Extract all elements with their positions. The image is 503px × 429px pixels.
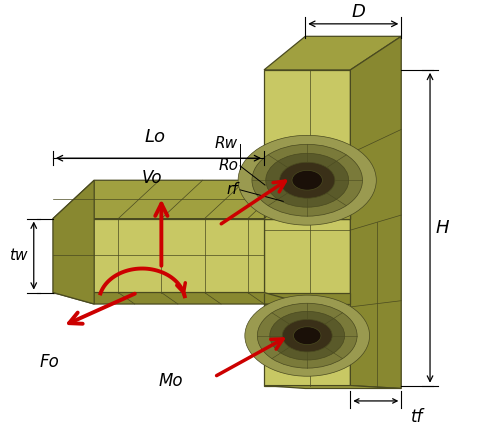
Polygon shape <box>264 386 401 389</box>
Text: Fo: Fo <box>39 353 59 371</box>
Ellipse shape <box>245 295 370 376</box>
Text: Vo: Vo <box>141 169 162 187</box>
Ellipse shape <box>280 162 335 198</box>
Polygon shape <box>53 219 264 293</box>
Text: Rw: Rw <box>215 136 238 151</box>
Text: tw: tw <box>10 248 28 263</box>
Ellipse shape <box>252 144 363 216</box>
Text: D: D <box>351 3 365 21</box>
Polygon shape <box>53 180 305 219</box>
Polygon shape <box>264 180 351 219</box>
Polygon shape <box>264 36 401 70</box>
Ellipse shape <box>258 303 357 368</box>
Ellipse shape <box>266 153 349 207</box>
Polygon shape <box>264 180 351 219</box>
Polygon shape <box>264 293 351 304</box>
Text: Lo: Lo <box>144 128 165 146</box>
Text: rf: rf <box>226 182 238 197</box>
Ellipse shape <box>292 170 322 190</box>
Text: Ro: Ro <box>218 158 238 173</box>
Polygon shape <box>264 70 351 386</box>
Ellipse shape <box>293 327 321 344</box>
Polygon shape <box>53 180 94 304</box>
Text: tf: tf <box>411 408 423 426</box>
Text: H: H <box>436 219 449 237</box>
Ellipse shape <box>282 320 332 352</box>
Polygon shape <box>53 293 305 304</box>
Ellipse shape <box>270 311 345 360</box>
Ellipse shape <box>238 135 376 225</box>
Text: Mo: Mo <box>159 372 183 390</box>
Polygon shape <box>351 36 401 389</box>
